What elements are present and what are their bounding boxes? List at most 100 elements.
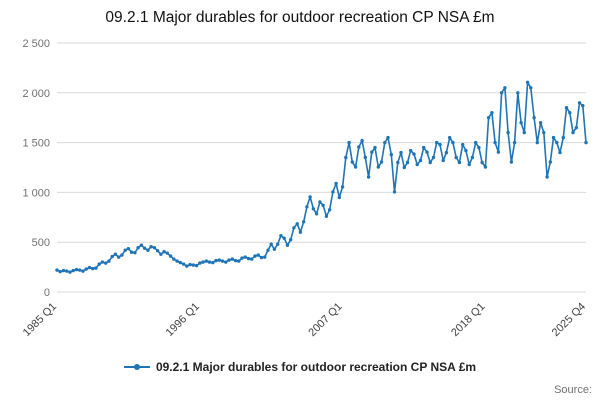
data-point-marker[interactable] (545, 175, 549, 179)
data-point-marker[interactable] (142, 246, 147, 250)
data-point-marker[interactable] (461, 142, 465, 147)
data-point-marker[interactable] (467, 162, 471, 167)
data-point-marker[interactable] (529, 86, 533, 90)
data-point-marker[interactable] (454, 155, 458, 160)
data-point-marker[interactable] (194, 263, 199, 268)
data-point-marker[interactable] (289, 238, 293, 242)
data-point-marker[interactable] (55, 268, 59, 272)
data-point-marker[interactable] (65, 269, 69, 273)
data-point-marker[interactable] (224, 260, 228, 264)
data-point-marker[interactable] (282, 236, 286, 240)
data-point-marker[interactable] (344, 155, 348, 160)
data-point-marker[interactable] (370, 150, 374, 154)
data-point-marker[interactable] (237, 259, 241, 263)
data-point-marker[interactable] (220, 259, 225, 263)
data-point-marker[interactable] (298, 230, 303, 234)
data-point-marker[interactable] (311, 207, 316, 211)
data-point-marker[interactable] (519, 121, 523, 125)
data-point-marker[interactable] (276, 242, 280, 246)
data-point-marker[interactable] (327, 208, 332, 212)
data-point-marker[interactable] (318, 200, 322, 204)
data-point-marker[interactable] (451, 140, 455, 145)
data-point-marker[interactable] (418, 158, 423, 163)
data-point-marker[interactable] (396, 160, 400, 165)
data-point-marker[interactable] (516, 91, 520, 95)
data-point-marker[interactable] (246, 256, 251, 261)
data-point-marker[interactable] (512, 140, 517, 145)
data-point-marker[interactable] (493, 140, 497, 145)
data-point-marker[interactable] (61, 268, 66, 273)
data-point-marker[interactable] (188, 262, 192, 267)
data-point-marker[interactable] (431, 155, 436, 160)
data-point-marker[interactable] (490, 111, 494, 115)
data-point-marker[interactable] (389, 152, 393, 157)
data-point-marker[interactable] (428, 160, 432, 165)
data-point-marker[interactable] (113, 252, 118, 256)
data-point-marker[interactable] (457, 160, 462, 165)
data-point-marker[interactable] (136, 246, 140, 250)
data-point-marker[interactable] (172, 257, 176, 261)
data-point-marker[interactable] (522, 130, 526, 135)
data-point-marker[interactable] (577, 101, 582, 105)
data-point-marker[interactable] (292, 226, 296, 230)
data-point-marker[interactable] (503, 86, 507, 90)
data-point-marker[interactable] (334, 181, 338, 186)
data-point-marker[interactable] (568, 111, 572, 115)
data-point-marker[interactable] (129, 250, 134, 254)
data-point-marker[interactable] (438, 142, 442, 147)
data-point-marker[interactable] (373, 145, 377, 150)
data-point-marker[interactable] (525, 80, 530, 84)
data-point-marker[interactable] (561, 135, 565, 140)
data-point-marker[interactable] (392, 190, 397, 194)
data-point-marker[interactable] (415, 162, 419, 167)
data-point-marker[interactable] (263, 255, 267, 259)
data-point-marker[interactable] (548, 160, 552, 164)
data-point-marker[interactable] (110, 254, 114, 259)
data-point-marker[interactable] (441, 158, 445, 163)
data-point-marker[interactable] (58, 269, 62, 274)
data-point-marker[interactable] (139, 243, 144, 247)
data-point-marker[interactable] (117, 255, 121, 259)
data-point-marker[interactable] (159, 252, 163, 256)
data-point-marker[interactable] (464, 148, 468, 153)
data-point-marker[interactable] (230, 257, 234, 261)
data-point-marker[interactable] (272, 247, 277, 251)
data-point-marker[interactable] (81, 269, 85, 273)
data-point-marker[interactable] (104, 261, 108, 265)
data-point-marker[interactable] (551, 135, 556, 140)
data-point-marker[interactable] (584, 140, 588, 145)
data-point-marker[interactable] (259, 255, 264, 260)
data-point-marker[interactable] (422, 145, 426, 150)
data-point-marker[interactable] (185, 264, 189, 268)
data-point-marker[interactable] (207, 260, 212, 264)
data-point-marker[interactable] (555, 140, 559, 145)
data-point-marker[interactable] (324, 214, 329, 218)
data-point-marker[interactable] (366, 175, 371, 179)
data-point-marker[interactable] (285, 243, 290, 247)
data-point-marker[interactable] (181, 262, 186, 266)
data-point-marker[interactable] (448, 135, 452, 140)
data-point-marker[interactable] (574, 126, 578, 130)
data-point-marker[interactable] (409, 148, 413, 153)
data-point-marker[interactable] (435, 140, 439, 145)
data-point-marker[interactable] (256, 253, 260, 257)
data-point-marker[interactable] (233, 258, 238, 263)
data-point-marker[interactable] (581, 104, 585, 108)
data-point-marker[interactable] (350, 160, 354, 164)
data-point-marker[interactable] (155, 249, 160, 253)
data-point-marker[interactable] (486, 116, 491, 120)
data-point-marker[interactable] (152, 246, 157, 250)
data-point-marker[interactable] (405, 160, 410, 165)
data-point-marker[interactable] (162, 250, 166, 254)
data-point-marker[interactable] (302, 220, 306, 224)
data-point-marker[interactable] (402, 165, 406, 170)
data-point-marker[interactable] (480, 160, 484, 165)
data-point-marker[interactable] (123, 248, 127, 252)
data-point-marker[interactable] (126, 247, 131, 251)
data-point-marker[interactable] (214, 258, 218, 263)
series-line[interactable] (56, 81, 587, 273)
data-point-marker[interactable] (94, 266, 98, 270)
data-point-marker[interactable] (506, 130, 510, 135)
data-point-marker[interactable] (337, 195, 341, 200)
data-point-marker[interactable] (305, 205, 309, 209)
